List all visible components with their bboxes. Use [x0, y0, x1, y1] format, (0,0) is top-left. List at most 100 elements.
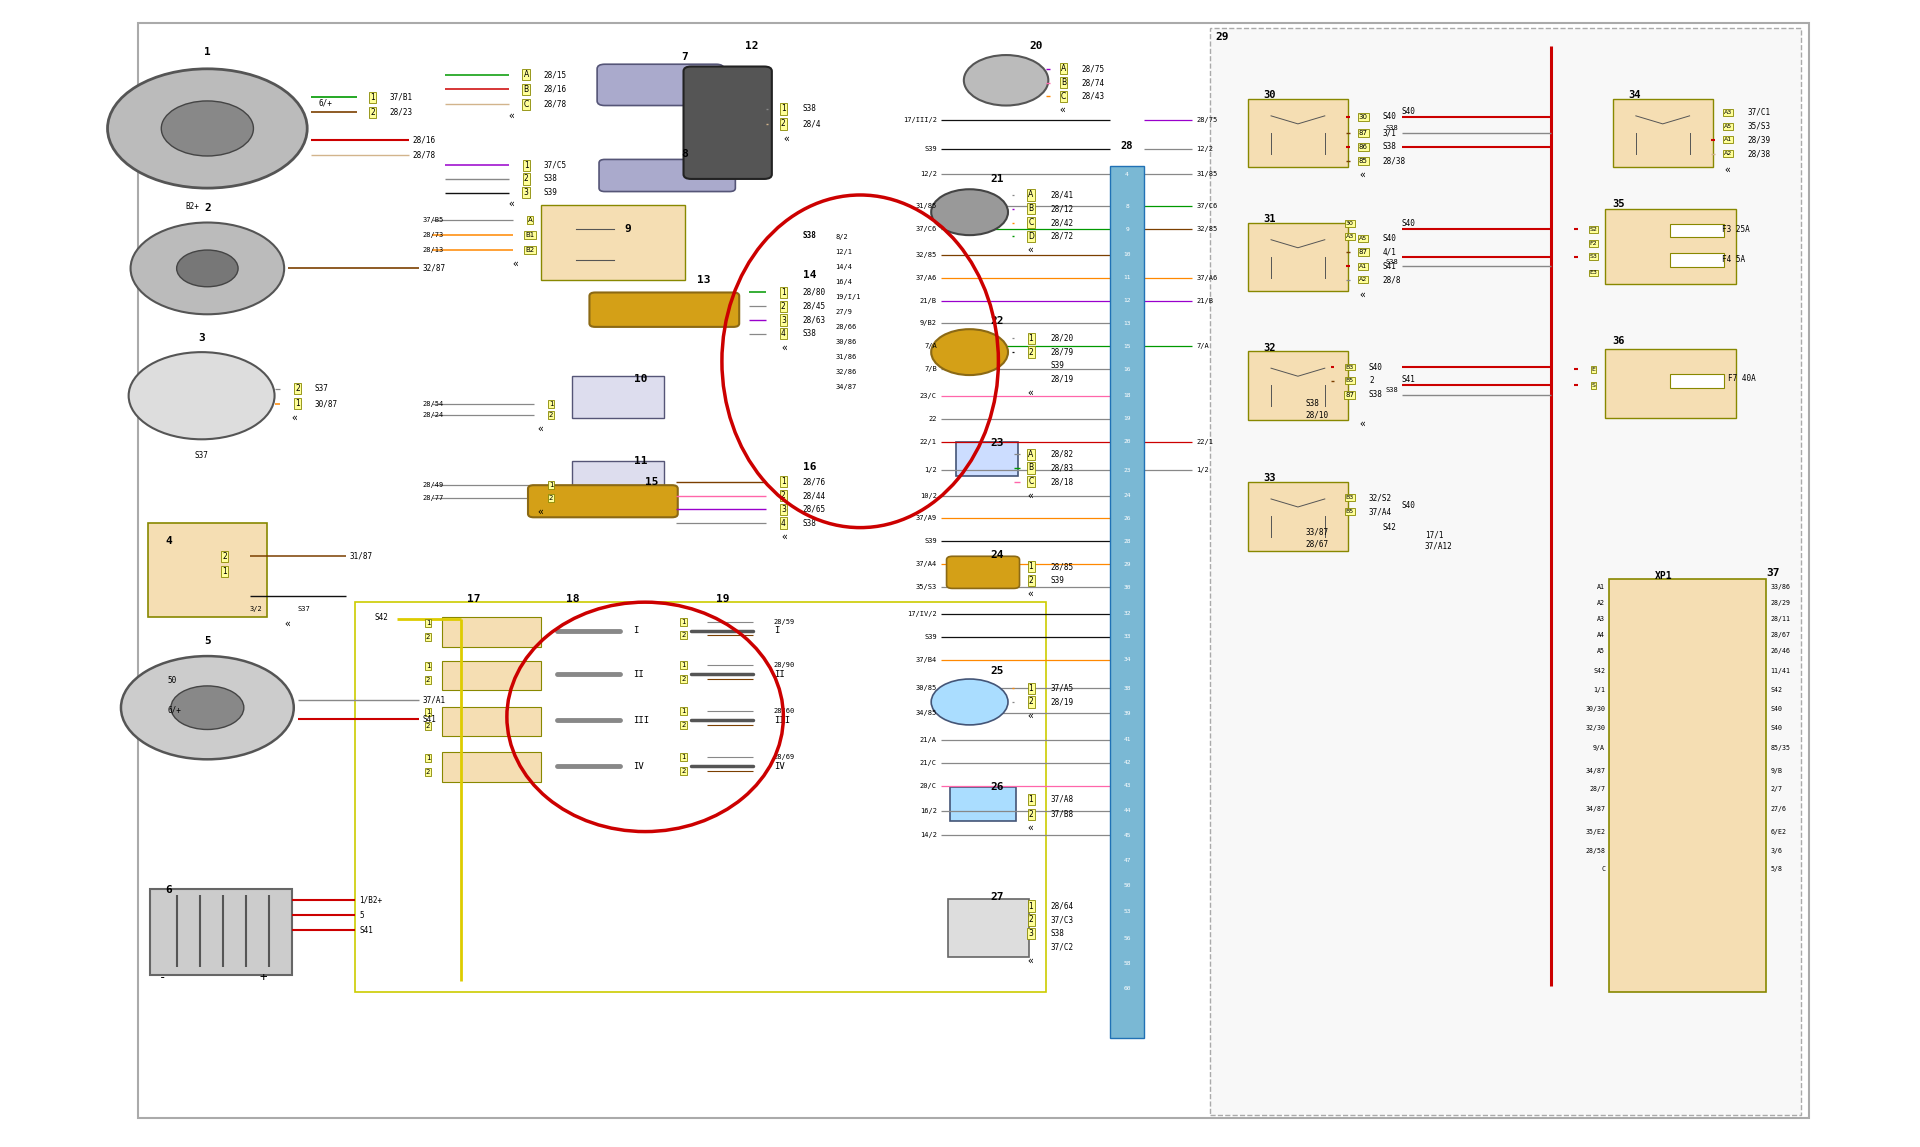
- Text: 53: 53: [1123, 910, 1131, 914]
- Text: B3: B3: [1346, 496, 1354, 500]
- Text: 1: 1: [682, 754, 685, 760]
- Text: 28/11: 28/11: [1770, 616, 1789, 623]
- Text: 1: 1: [682, 618, 685, 625]
- Text: 33: 33: [1123, 634, 1131, 639]
- Text: 28/8: 28/8: [1382, 275, 1402, 284]
- Text: 1: 1: [549, 482, 553, 489]
- Text: 6/+: 6/+: [167, 705, 180, 715]
- Text: 4: 4: [165, 537, 173, 546]
- Circle shape: [121, 656, 294, 759]
- Text: 31/86: 31/86: [835, 353, 856, 360]
- Text: A3: A3: [1724, 110, 1732, 115]
- Text: C: C: [524, 100, 528, 109]
- Text: 10/2: 10/2: [920, 492, 937, 499]
- Text: A: A: [1062, 64, 1066, 73]
- Text: 26/46: 26/46: [1770, 648, 1789, 655]
- Text: 11: 11: [634, 457, 647, 466]
- Text: 28/77: 28/77: [422, 494, 444, 501]
- Text: 37/C5: 37/C5: [543, 161, 566, 170]
- Text: S42: S42: [1382, 523, 1396, 532]
- Text: 2: 2: [1029, 697, 1033, 707]
- Text: S38: S38: [1384, 125, 1398, 132]
- FancyBboxPatch shape: [1605, 209, 1736, 284]
- Text: 2: 2: [426, 768, 430, 775]
- Text: 47: 47: [1123, 858, 1131, 863]
- Text: 1: 1: [549, 400, 553, 407]
- Text: S38: S38: [1384, 387, 1398, 393]
- Text: 26: 26: [991, 782, 1004, 791]
- Text: 1: 1: [371, 93, 374, 102]
- Text: 42: 42: [1123, 760, 1131, 765]
- Text: B3: B3: [1346, 365, 1354, 369]
- Text: 28/18: 28/18: [1050, 477, 1073, 486]
- Text: II: II: [634, 670, 645, 679]
- Text: 20/C: 20/C: [920, 782, 937, 789]
- Circle shape: [931, 329, 1008, 375]
- Text: 4/1: 4/1: [1382, 248, 1396, 257]
- FancyBboxPatch shape: [1248, 99, 1348, 167]
- Text: 28/38: 28/38: [1382, 156, 1405, 165]
- Text: «: «: [783, 134, 789, 143]
- Text: 23/C: 23/C: [920, 392, 937, 399]
- Text: 2: 2: [682, 767, 685, 774]
- Text: S38: S38: [803, 231, 816, 240]
- Text: S39: S39: [543, 188, 557, 197]
- Text: 19: 19: [716, 594, 730, 603]
- Text: 32/30: 32/30: [1586, 725, 1605, 732]
- Text: 23: 23: [991, 438, 1004, 447]
- Text: 1/1: 1/1: [1594, 687, 1605, 694]
- Text: 38: 38: [1123, 686, 1131, 690]
- Text: 87: 87: [1359, 130, 1367, 136]
- Text: «: «: [1724, 165, 1730, 174]
- Text: 28: 28: [1123, 539, 1131, 544]
- Text: 4: 4: [781, 518, 785, 528]
- Text: 28/41: 28/41: [1050, 190, 1073, 200]
- Text: S41: S41: [359, 926, 372, 935]
- Text: 27/9: 27/9: [835, 309, 852, 315]
- Text: 8: 8: [682, 149, 689, 158]
- Text: 7: 7: [682, 53, 689, 62]
- Text: 29: 29: [1123, 562, 1131, 567]
- Text: S40: S40: [1402, 107, 1415, 116]
- Text: S40: S40: [1770, 725, 1782, 732]
- Text: E3: E3: [1590, 271, 1597, 275]
- Text: 28/15: 28/15: [543, 70, 566, 79]
- Text: S38: S38: [1382, 142, 1396, 151]
- FancyBboxPatch shape: [947, 556, 1020, 588]
- Text: 9: 9: [624, 225, 632, 234]
- Text: 60: 60: [1123, 986, 1131, 991]
- Text: 22: 22: [929, 415, 937, 422]
- Text: 14/2: 14/2: [920, 832, 937, 838]
- Text: 2: 2: [524, 174, 528, 184]
- Text: IV: IV: [634, 762, 645, 771]
- Text: 30/87: 30/87: [315, 399, 338, 408]
- Text: 3: 3: [198, 334, 205, 343]
- Text: S38: S38: [803, 518, 816, 528]
- Text: S39: S39: [924, 146, 937, 153]
- Text: S40: S40: [1369, 362, 1382, 372]
- Text: 37/A9: 37/A9: [916, 515, 937, 522]
- Text: 30: 30: [1263, 91, 1277, 100]
- Text: B1: B1: [526, 232, 534, 239]
- Text: -: -: [159, 970, 167, 984]
- Text: B2+: B2+: [184, 202, 200, 211]
- Text: 1: 1: [1029, 684, 1033, 693]
- Text: C: C: [1029, 477, 1033, 486]
- Text: 28/75: 28/75: [1196, 117, 1217, 124]
- Text: 10: 10: [634, 374, 647, 383]
- Text: 15: 15: [645, 477, 659, 486]
- FancyBboxPatch shape: [442, 617, 541, 647]
- Text: 2/7: 2/7: [1770, 786, 1782, 793]
- Text: 1: 1: [781, 477, 785, 486]
- Text: A5: A5: [1597, 648, 1605, 655]
- Text: «: «: [509, 200, 515, 209]
- Text: 30/85: 30/85: [916, 685, 937, 692]
- Text: 28/90: 28/90: [774, 662, 795, 669]
- Text: S39: S39: [924, 538, 937, 545]
- Text: 1: 1: [682, 662, 685, 669]
- Text: 22/1: 22/1: [1196, 438, 1213, 445]
- Text: 28/59: 28/59: [774, 618, 795, 625]
- Text: 32/87: 32/87: [422, 264, 445, 273]
- Text: A2: A2: [1724, 151, 1732, 156]
- FancyBboxPatch shape: [599, 159, 735, 192]
